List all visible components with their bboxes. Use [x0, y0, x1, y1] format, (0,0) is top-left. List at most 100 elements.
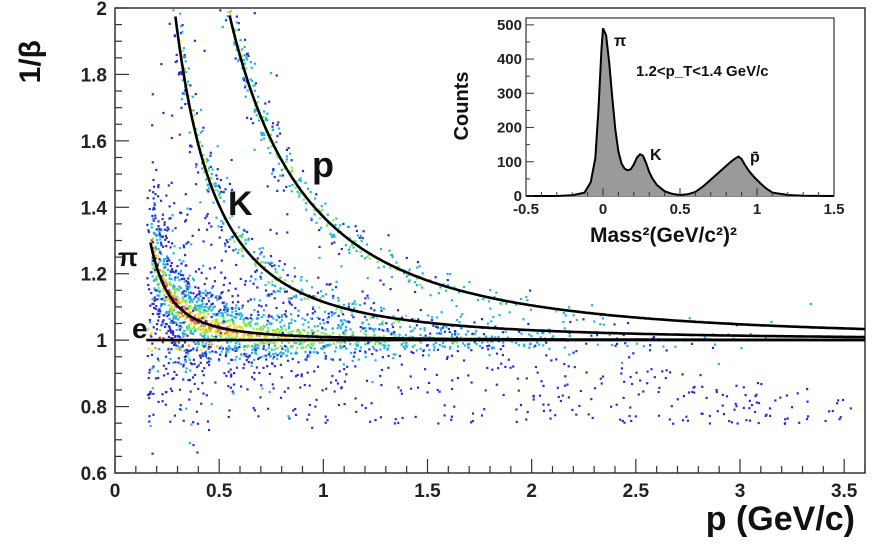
scatter-point	[292, 409, 295, 412]
scatter-point	[160, 63, 163, 66]
scatter-point	[296, 373, 299, 377]
scatter-point	[148, 207, 151, 211]
scatter-point	[183, 220, 187, 223]
scatter-point	[227, 362, 230, 365]
scatter-point	[395, 261, 398, 264]
scatter-point	[152, 267, 155, 270]
scatter-point	[241, 67, 244, 70]
scatter-point	[230, 158, 233, 162]
scatter-point	[208, 357, 211, 360]
scatter-point	[270, 145, 273, 148]
scatter-point	[212, 183, 215, 186]
scatter-point	[163, 228, 166, 231]
scatter-point	[287, 297, 290, 300]
scatter-point	[217, 321, 220, 325]
scatter-point	[169, 358, 172, 361]
scatter-point	[487, 348, 490, 351]
scatter-point	[622, 333, 625, 336]
scatter-point	[672, 422, 675, 425]
scatter-point	[178, 346, 181, 349]
scatter-point	[268, 390, 271, 394]
scatter-point	[621, 361, 624, 364]
scatter-point	[228, 182, 231, 185]
scatter-point	[405, 342, 408, 345]
scatter-point	[390, 331, 394, 335]
scatter-point	[241, 306, 244, 309]
scatter-point	[276, 123, 279, 127]
scatter-point	[486, 340, 489, 343]
scatter-point	[373, 309, 376, 312]
scatter-point	[179, 247, 182, 250]
scatter-point	[326, 224, 329, 227]
scatter-point	[309, 351, 312, 354]
scatter-point	[337, 403, 340, 407]
scatter-point	[324, 355, 327, 358]
scatter-point	[368, 348, 371, 351]
scatter-point	[290, 352, 293, 355]
scatter-point	[330, 358, 333, 361]
scatter-point	[203, 328, 206, 331]
scatter-point	[514, 341, 518, 345]
scatter-point	[646, 382, 649, 385]
scatter-point	[181, 344, 184, 347]
scatter-point	[364, 350, 367, 353]
scatter-point	[556, 386, 559, 389]
scatter-point	[335, 379, 338, 382]
scatter-point	[585, 371, 588, 374]
scatter-point	[278, 259, 281, 263]
scatter-point	[330, 311, 333, 314]
scatter-point	[253, 62, 257, 65]
scatter-point	[365, 334, 368, 337]
inset-x-ticks	[525, 188, 835, 196]
scatter-point	[337, 227, 341, 230]
scatter-point	[314, 197, 317, 200]
scatter-point	[169, 420, 172, 423]
scatter-point	[150, 226, 153, 229]
scatter-point	[324, 293, 328, 296]
scatter-point	[378, 328, 381, 331]
scatter-point	[387, 344, 390, 347]
scatter-point	[149, 392, 152, 395]
scatter-point	[241, 254, 244, 257]
scatter-point	[197, 293, 200, 296]
scatter-point	[272, 290, 275, 293]
scatter-point	[237, 325, 240, 328]
scatter-point	[392, 321, 395, 324]
scatter-point	[236, 347, 240, 350]
scatter-point	[341, 323, 344, 327]
scatter-point	[244, 86, 247, 89]
scatter-point	[185, 284, 188, 287]
scatter-point	[154, 332, 157, 335]
scatter-point	[394, 353, 397, 356]
scatter-point	[282, 301, 285, 304]
scatter-point	[351, 359, 354, 363]
scatter-point	[209, 346, 212, 349]
scatter-point	[312, 341, 315, 345]
scatter-point	[157, 319, 160, 322]
scatter-point	[536, 332, 539, 335]
scatter-point	[371, 345, 375, 348]
scatter-point	[193, 382, 196, 385]
scatter-point	[215, 174, 218, 177]
scatter-point	[285, 155, 288, 158]
scatter-point	[285, 290, 288, 293]
scatter-point	[362, 327, 365, 330]
scatter-point	[312, 344, 315, 347]
scatter-point	[183, 246, 186, 249]
scatter-point	[446, 284, 450, 287]
scatter-point	[192, 444, 195, 447]
scatter-point	[281, 331, 284, 334]
scatter-point	[229, 10, 232, 13]
scatter-point	[153, 203, 156, 206]
scatter-point	[199, 201, 202, 204]
scatter-point	[212, 313, 215, 316]
scatter-point	[222, 191, 225, 194]
scatter-point	[169, 387, 172, 390]
scatter-point	[206, 159, 209, 162]
scatter-point	[364, 327, 367, 330]
scatter-point	[733, 408, 736, 411]
scatter-point	[438, 390, 441, 393]
scatter-point	[405, 256, 408, 259]
scatter-point	[290, 169, 293, 172]
scatter-point	[150, 239, 153, 242]
